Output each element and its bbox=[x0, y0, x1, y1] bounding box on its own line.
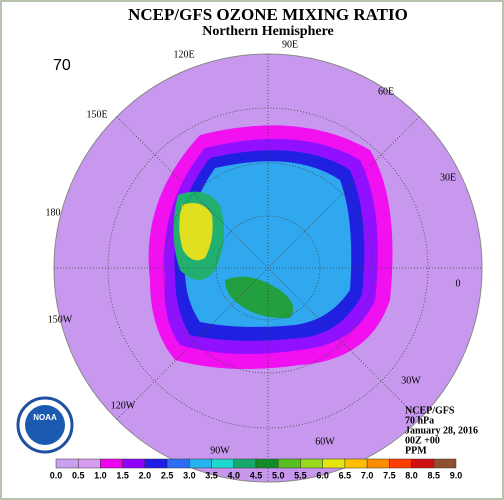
colorbar-swatch bbox=[300, 458, 323, 469]
ozone-contour bbox=[225, 276, 294, 319]
map bbox=[53, 53, 483, 483]
colorbar-label: 3.0 bbox=[183, 470, 196, 480]
graticule bbox=[54, 54, 482, 482]
colorbar-swatch bbox=[55, 458, 79, 469]
colorbar-swatch bbox=[389, 458, 412, 469]
longitude-label: 30E bbox=[440, 172, 456, 183]
longitude-label: 150W bbox=[48, 314, 73, 325]
longitude-label: 0 bbox=[456, 278, 461, 289]
longitude-label: 60W bbox=[315, 436, 335, 447]
noaa-logo: NOAA bbox=[16, 396, 74, 454]
colorbar-label: 0.5 bbox=[72, 470, 85, 480]
info-line: 00Z +00 bbox=[405, 435, 440, 446]
colorbar-swatch bbox=[277, 458, 301, 469]
colorbar-label: 4.5 bbox=[250, 470, 263, 480]
info-line: NCEP/GFS bbox=[405, 405, 455, 416]
logo-disc bbox=[25, 405, 65, 445]
colorbar-swatch bbox=[433, 458, 457, 469]
colorbar-label: 2.5 bbox=[161, 470, 174, 480]
colorbar-swatch bbox=[344, 458, 368, 469]
title: NCEP/GFS OZONE MIXING RATIO bbox=[128, 5, 408, 24]
subtitle: Northern Hemisphere bbox=[202, 24, 334, 39]
colorbar-swatch bbox=[100, 458, 123, 469]
colorbar-label: 5.5 bbox=[294, 470, 307, 480]
longitude-label: 30W bbox=[401, 375, 421, 386]
longitude-label: 90W bbox=[210, 445, 230, 456]
colorbar-label: 4.0 bbox=[228, 470, 241, 480]
level-label: 70 bbox=[53, 57, 71, 74]
ozone-contour bbox=[179, 202, 213, 261]
longitude-label: 120W bbox=[111, 400, 136, 411]
colorbar-label: 7.5 bbox=[383, 470, 396, 480]
info-line: 70 hPa bbox=[405, 415, 434, 426]
colorbar-swatch bbox=[411, 458, 435, 469]
colorbar-label: 5.0 bbox=[272, 470, 285, 480]
colorbar-label: 3.5 bbox=[205, 470, 218, 480]
longitude-label: 150E bbox=[86, 109, 107, 120]
colorbar-swatch bbox=[211, 458, 235, 469]
colorbar-label: 6.5 bbox=[339, 470, 352, 480]
colorbar-label: 8.5 bbox=[428, 470, 441, 480]
colorbar-swatch bbox=[122, 458, 146, 469]
colorbar-label: 1.5 bbox=[116, 470, 129, 480]
longitude-label: 120E bbox=[173, 49, 194, 60]
info-line: January 28, 2016 bbox=[405, 425, 478, 436]
colorbar: 0.0 0.5 1.0 1.5 2.0 2.5 3.0 3.5 4.0 4.5 5.0 5.5 6.0 6… bbox=[50, 458, 463, 480]
colorbar-swatch bbox=[255, 458, 279, 469]
longitude-label: 90E bbox=[282, 39, 298, 50]
colorbar-swatch bbox=[144, 458, 168, 469]
colorbar-label: 0.0 bbox=[50, 470, 63, 480]
longitude-label: 60E bbox=[378, 86, 394, 97]
colorbar-label: 7.0 bbox=[361, 470, 374, 480]
colorbar-swatch bbox=[166, 458, 190, 469]
colorbar-swatch bbox=[366, 458, 390, 469]
info-line: PPM bbox=[405, 445, 427, 456]
colorbar-swatch bbox=[189, 458, 212, 469]
longitude-label: 180 bbox=[46, 207, 61, 218]
colorbar-label: 8.0 bbox=[405, 470, 418, 480]
colorbar-label: 1.0 bbox=[94, 470, 107, 480]
colorbar-swatch bbox=[233, 458, 257, 469]
colorbar-label: 6.0 bbox=[316, 470, 329, 480]
colorbar-swatch bbox=[322, 458, 346, 469]
colorbar-label: 9.0 bbox=[450, 470, 463, 480]
logo-text: NOAA bbox=[33, 413, 57, 422]
colorbar-swatch bbox=[77, 458, 101, 469]
colorbar-label: 2.0 bbox=[139, 470, 152, 480]
